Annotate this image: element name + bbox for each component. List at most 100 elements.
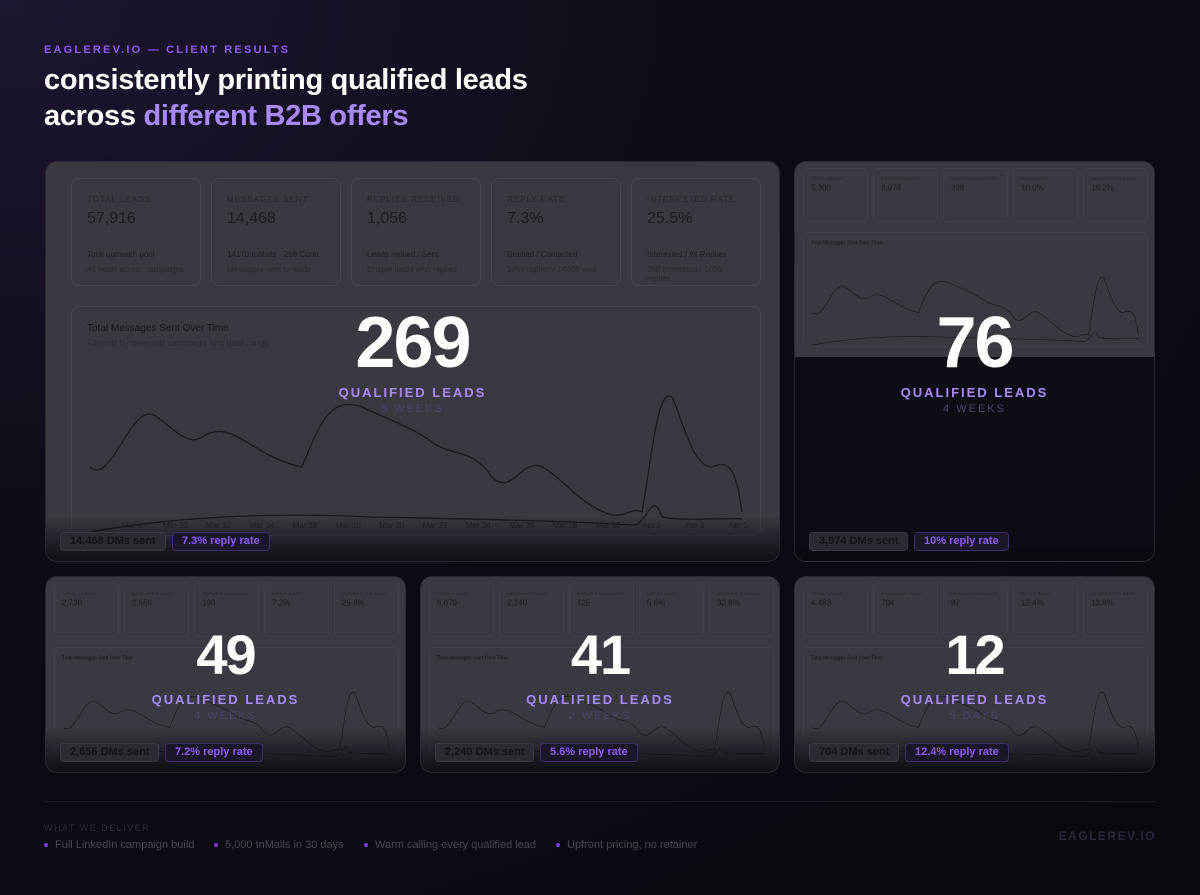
eyebrow: EAGLEREV.IO — CLIENT RESULTS <box>44 44 291 56</box>
stat-tile: REPLY RATE 10.0% <box>1013 168 1078 222</box>
stat-label: REPLY RATE <box>1021 176 1051 182</box>
stat-note: Replied / Contacted <box>507 250 578 259</box>
divider <box>44 801 1156 802</box>
stat-subnote: 269 interested / 1056 replies <box>647 265 723 283</box>
chart-title: Total Messages Sent Over Time <box>811 240 882 247</box>
stat-tile: TOTAL LEADS 4,483 <box>803 583 868 637</box>
stat-tile: REPLIES RECEIVED 190 <box>194 583 259 637</box>
stat-value: 19.2% <box>1091 184 1114 193</box>
stat-value: 2,656 <box>132 599 153 608</box>
stat-tile: REPLY RATE 7.2% <box>264 583 329 637</box>
stat-label: REPLIES RECEIVED <box>951 591 998 597</box>
qualified-leads-label: QUALIFIED LEADS <box>526 692 674 707</box>
reply-pill: 7.2% reply rate <box>165 743 263 762</box>
chart-title: Total Messages Sent Over Time <box>437 655 508 662</box>
qualified-leads-number: 49 <box>196 623 256 686</box>
stat-tile: REPLIES RECEIVED 125 <box>569 583 634 637</box>
result-card: TOTAL LEADS 6,679 MESSAGES SENT 2,240 REPLIE… <box>420 576 780 773</box>
stat-value: 704 <box>881 599 895 608</box>
headline: consistently printing qualified leads acr… <box>44 62 528 134</box>
qualified-leads-label: QUALIFIED LEADS <box>338 385 487 400</box>
stat-label: REPLY RATE <box>507 195 566 204</box>
dms-pill: 2,656 DMs sent <box>60 743 160 762</box>
stat-value: 5.6% <box>647 599 666 608</box>
result-card: TOTAL LEADS 57,916 Total outreach pool All … <box>45 161 780 562</box>
chart-title: Total Messages Sent Over Time <box>87 323 229 334</box>
period: 4 WEEKS <box>943 403 1006 415</box>
stat-note: Total outreach pool <box>87 250 155 259</box>
qualified-leads-number: 41 <box>570 623 631 686</box>
period: 5 DAYS <box>949 710 1000 722</box>
stat-tile: REPLY RATE 5.6% <box>639 583 704 637</box>
stat-tile: TOTAL LEADS 2,720 <box>54 583 119 637</box>
chart-title: Total Messages Sent Over Time <box>811 655 882 662</box>
stat-tile: REPLIES RECEIVED 398 <box>943 168 1008 222</box>
stat-value: 2,240 <box>507 599 528 608</box>
qualified-leads-label: QUALIFIED LEADS <box>900 692 1049 707</box>
stat-tile: TOTAL LEADS 5,308 <box>803 168 868 222</box>
footer-item: Full LinkedIn campaign build <box>44 839 194 851</box>
footer-brand: EAGLEREV.IO <box>1058 829 1156 843</box>
stat-subnote: Unique leads who replied <box>367 265 457 274</box>
footer-item: 5,000 InMails in 30 days <box>214 839 344 851</box>
qualified-leads-number: 76 <box>936 303 1014 383</box>
stat-value: 57,916 <box>87 210 136 227</box>
period: 5 WEEKS <box>381 403 444 415</box>
stat-tile: INTERESTED RATE 25.5% Interested / All Rep… <box>631 178 761 286</box>
stat-label: INTERESTED RATE <box>647 195 736 204</box>
stat-tile: REPLY RATE 12.4% <box>1013 583 1078 637</box>
stat-tile: MESSAGES SENT 2,656 <box>124 583 189 637</box>
stat-label: TOTAL LEADS <box>437 591 470 597</box>
stat-note: Leads replied / Sent <box>367 250 439 259</box>
stat-label: REPLIES RECEIVED <box>951 176 998 182</box>
stat-subnote: Messages sent to leads <box>227 265 312 274</box>
stat-value: 125 <box>577 599 591 608</box>
chart-panel: Total Messages Sent Over Time <box>803 232 1148 347</box>
reply-pill: 12.4% reply rate <box>905 743 1009 762</box>
stat-tile: INTERESTED RATE 19.2% <box>1083 168 1148 222</box>
dms-pill: 2,240 DMs sent <box>435 743 535 762</box>
stat-label: REPLY RATE <box>272 591 302 597</box>
stat-value: 32.8% <box>717 599 740 608</box>
reply-pill: 10% reply rate <box>914 532 1009 551</box>
stat-label: REPLIES RECEIVED <box>202 591 249 597</box>
line-path <box>812 331 1139 346</box>
stat-subnote: 1056 replies / 14468 sent <box>507 265 597 274</box>
period: 4 WEEKS <box>194 710 257 722</box>
reply-pill: 5.6% reply rate <box>540 743 638 762</box>
stat-label: INTERESTED RATE <box>1091 591 1136 597</box>
stat-label: TOTAL LEADS <box>811 176 844 182</box>
stat-tile: MESSAGES SENT 704 <box>873 583 938 637</box>
stat-label: REPLIES RECEIVED <box>367 195 460 204</box>
stat-tile: MESSAGES SENT 14,468 14170 InMails · 298 C… <box>211 178 341 286</box>
stat-label: REPLY RATE <box>1021 591 1051 597</box>
result-card: TOTAL LEADS 5,308 MESSAGES SENT 3,974 REPLIE… <box>794 161 1155 562</box>
stat-label: REPLIES RECEIVED <box>577 591 624 597</box>
stat-label: MESSAGES SENT <box>132 591 173 597</box>
stat-value: 398 <box>951 184 965 193</box>
stat-value: 5,308 <box>811 184 832 193</box>
stat-tile: TOTAL LEADS 6,679 <box>429 583 494 637</box>
stat-value: 25.5% <box>647 210 693 227</box>
dms-pill: 14,468 DMs sent <box>60 532 166 551</box>
stat-value: 6,679 <box>437 599 458 608</box>
stat-value: 25.8% <box>342 599 365 608</box>
qualified-leads-label: QUALIFIED LEADS <box>151 692 300 707</box>
stat-label: MESSAGES SENT <box>227 195 309 204</box>
stat-label: INTERESTED RATE <box>1091 176 1136 182</box>
bottom-shade <box>46 516 779 561</box>
stat-tile: REPLIES RECEIVED 87 <box>943 583 1008 637</box>
chart-line <box>812 276 1139 346</box>
stat-tile: INTERESTED RATE 25.8% <box>334 583 399 637</box>
stat-tile: INTERESTED RATE 32.8% <box>709 583 774 637</box>
reply-pill: 7.3% reply rate <box>172 532 270 551</box>
line-path <box>812 276 1139 337</box>
stat-label: INTERESTED RATE <box>717 591 762 597</box>
qualified-leads-label: QUALIFIED LEADS <box>900 385 1049 400</box>
stat-tile: INTERESTED RATE 13.8% <box>1083 583 1148 637</box>
qualified-leads-number: 12 <box>945 623 1005 686</box>
headline-line1: consistently printing qualified leads <box>44 64 528 96</box>
dms-pill: 704 DMs sent <box>809 743 900 762</box>
stat-label: MESSAGES SENT <box>507 591 548 597</box>
stat-value: 3,974 <box>881 184 902 193</box>
